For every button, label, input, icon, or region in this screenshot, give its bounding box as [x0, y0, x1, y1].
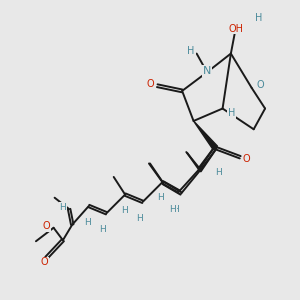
- Text: O: O: [256, 80, 264, 90]
- Text: H: H: [136, 214, 143, 223]
- Text: O: O: [242, 154, 250, 164]
- Text: H: H: [157, 193, 164, 202]
- Text: H: H: [172, 205, 179, 214]
- Text: H: H: [213, 168, 220, 177]
- Text: N: N: [203, 66, 211, 76]
- Text: O: O: [43, 221, 50, 231]
- Text: H: H: [84, 218, 91, 227]
- Text: H: H: [59, 203, 66, 212]
- Text: H: H: [121, 206, 128, 214]
- Text: H: H: [99, 225, 106, 234]
- Text: OH: OH: [228, 24, 243, 34]
- Text: H: H: [215, 168, 222, 177]
- Text: H: H: [228, 108, 235, 118]
- Text: O: O: [41, 257, 49, 268]
- Text: H: H: [169, 205, 176, 214]
- Text: O: O: [147, 79, 154, 89]
- Text: H: H: [255, 13, 262, 23]
- Polygon shape: [194, 121, 218, 150]
- Text: H: H: [188, 46, 195, 56]
